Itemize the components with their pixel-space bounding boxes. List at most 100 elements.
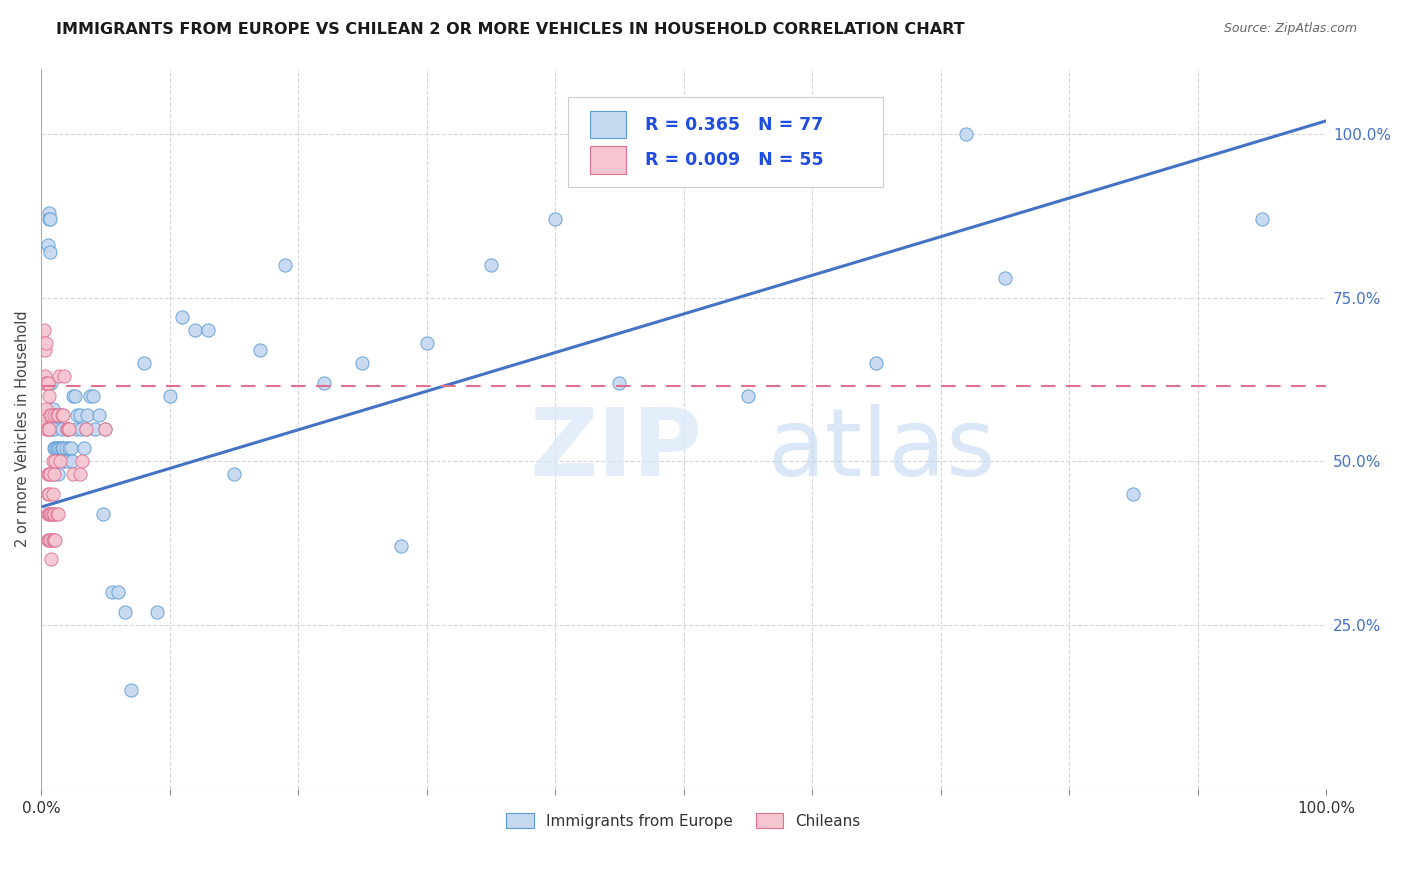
Text: ZIP: ZIP	[530, 404, 702, 496]
Point	[42, 507, 65, 521]
Point	[53, 369, 76, 384]
Point	[39, 212, 62, 227]
Point	[48, 454, 70, 468]
Point	[389, 539, 412, 553]
Point	[101, 585, 124, 599]
Point	[45, 441, 67, 455]
Point	[62, 389, 84, 403]
Text: IMMIGRANTS FROM EUROPE VS CHILEAN 2 OR MORE VEHICLES IN HOUSEHOLD CORRELATION CH: IMMIGRANTS FROM EUROPE VS CHILEAN 2 OR M…	[56, 22, 965, 37]
Point	[79, 389, 101, 403]
Point	[41, 409, 63, 423]
Point	[37, 487, 59, 501]
Point	[63, 389, 86, 403]
Point	[46, 409, 69, 423]
Point	[56, 421, 79, 435]
Point	[37, 507, 59, 521]
Point	[49, 441, 72, 455]
Point	[38, 389, 60, 403]
Point	[37, 421, 59, 435]
Point	[42, 409, 65, 423]
Point	[479, 258, 502, 272]
Point	[775, 127, 797, 141]
Point	[45, 409, 67, 423]
Point	[249, 343, 271, 357]
Point	[65, 421, 87, 435]
Point	[49, 409, 72, 423]
Point	[69, 467, 91, 482]
Point	[32, 376, 55, 390]
Point	[41, 454, 63, 468]
Point	[48, 369, 70, 384]
Point	[69, 409, 91, 423]
Point	[44, 441, 66, 455]
Point	[37, 421, 59, 435]
Point	[197, 323, 219, 337]
Point	[37, 238, 59, 252]
Point	[544, 212, 567, 227]
Point	[955, 127, 977, 141]
Point	[1250, 212, 1272, 227]
Point	[737, 389, 759, 403]
Point	[52, 409, 75, 423]
Point	[76, 409, 98, 423]
Point	[41, 552, 63, 566]
Point	[41, 409, 63, 423]
Point	[60, 454, 83, 468]
Point	[38, 533, 60, 547]
Point	[42, 467, 65, 482]
Point	[38, 212, 60, 227]
Text: atlas: atlas	[768, 404, 995, 496]
Point	[45, 454, 67, 468]
Point	[1122, 487, 1144, 501]
Point	[41, 401, 63, 416]
Point	[41, 415, 63, 429]
Point	[62, 467, 84, 482]
Text: R = 0.009   N = 55: R = 0.009 N = 55	[645, 151, 824, 169]
Point	[75, 421, 97, 435]
Point	[865, 356, 887, 370]
Point	[32, 323, 55, 337]
Point	[42, 441, 65, 455]
Point	[44, 533, 66, 547]
Point	[994, 271, 1017, 285]
Point	[94, 421, 117, 435]
Point	[37, 467, 59, 482]
Point	[70, 421, 93, 435]
Point	[37, 533, 59, 547]
Point	[94, 421, 117, 435]
Legend: Immigrants from Europe, Chileans: Immigrants from Europe, Chileans	[501, 806, 868, 835]
Point	[274, 258, 297, 272]
Point	[56, 421, 79, 435]
Point	[45, 507, 67, 521]
Point	[159, 389, 181, 403]
Point	[42, 467, 65, 482]
Point	[38, 487, 60, 501]
Point	[222, 467, 245, 482]
Point	[72, 441, 94, 455]
Point	[132, 356, 155, 370]
Text: Source: ZipAtlas.com: Source: ZipAtlas.com	[1223, 22, 1357, 36]
Point	[91, 507, 114, 521]
Point	[42, 533, 65, 547]
Point	[34, 409, 56, 423]
Point	[44, 409, 66, 423]
Point	[41, 533, 63, 547]
Point	[38, 507, 60, 521]
Point	[38, 421, 60, 435]
Point	[312, 376, 335, 390]
Point	[120, 683, 142, 698]
Point	[56, 454, 79, 468]
Point	[39, 244, 62, 259]
Point	[37, 376, 59, 390]
Point	[41, 487, 63, 501]
FancyBboxPatch shape	[568, 97, 883, 187]
Point	[44, 454, 66, 468]
Point	[46, 507, 69, 521]
Point	[53, 454, 76, 468]
FancyBboxPatch shape	[589, 146, 626, 174]
Point	[66, 409, 89, 423]
Point	[87, 409, 110, 423]
Point	[51, 421, 73, 435]
Point	[41, 507, 63, 521]
Point	[41, 507, 63, 521]
